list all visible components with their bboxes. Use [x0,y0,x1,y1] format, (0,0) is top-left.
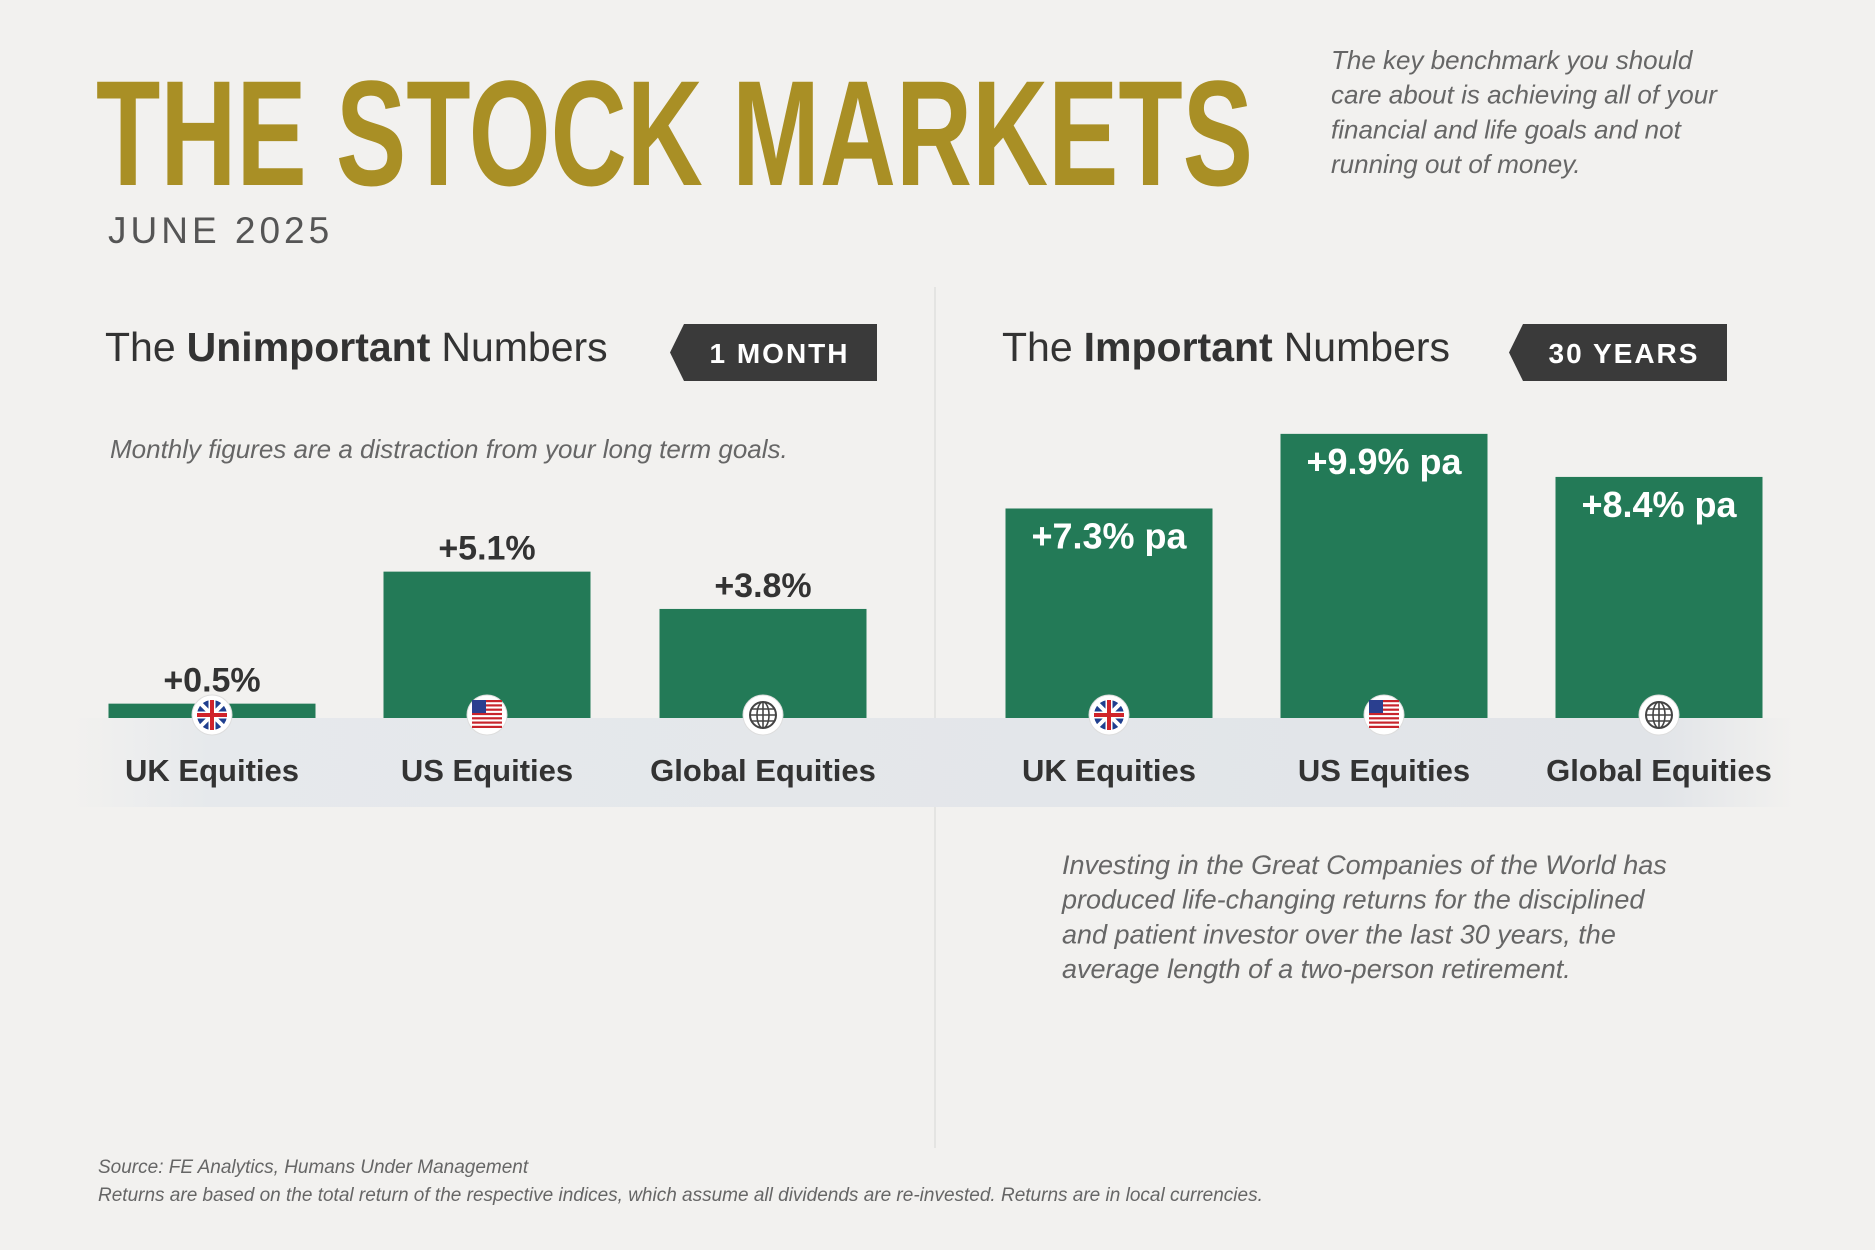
value-label: +0.5% [163,662,260,700]
uk-cross-red [1094,700,1124,730]
us-stripe [472,717,502,720]
flag-icon [1638,694,1680,736]
category-label: US Equities [1298,753,1470,788]
us-stripe [1369,704,1399,707]
intro-line: care about is achieving all of your [1331,80,1718,110]
value-label: +3.8% [714,567,811,605]
us-canton [472,700,486,713]
globe-lines [750,702,776,728]
chart-note: average length of a two-person retiremen… [1062,954,1571,984]
label-band [72,718,1794,807]
category-label: Global Equities [650,753,876,788]
chart-note: produced life-changing returns for the d… [1061,885,1645,915]
us-stripe [1369,700,1399,703]
heading-part: Numbers [1284,324,1450,370]
chart-note: and patient investor over the last 30 ye… [1062,919,1616,949]
flag-icon [1363,694,1405,736]
us-stripe [472,712,502,716]
value-label: +9.9% pa [1306,441,1462,482]
us-stripe [1369,725,1399,728]
us-stripe [472,725,502,728]
bar [1555,476,1763,718]
chart-subtitle: Monthly figures are a distraction from y… [110,434,788,464]
category-label: UK Equities [1022,753,1196,788]
disclaimer: Returns are based on the total return of… [98,1185,1263,1206]
us-stripe [472,708,502,711]
us-stripe [1369,712,1399,716]
badge-label: 1 MONTH [710,338,850,369]
value-label: +7.3% pa [1031,515,1187,556]
flag-icon [1088,694,1130,736]
bar [1280,433,1488,718]
badge-label: 30 YEARS [1549,338,1700,369]
badge [670,324,877,381]
category-label: UK Equities [125,753,299,788]
chart-heading: The Important Numbers [1002,324,1450,370]
us-stripe [472,721,502,724]
value-label: +8.4% pa [1581,484,1737,525]
chart-heading: The Unimportant Numbers [105,324,608,370]
source: Source: FE Analytics, Humans Under Manag… [98,1157,529,1178]
intro-line: The key benchmark you should [1331,45,1694,75]
category-label: US Equities [401,753,573,788]
heading-part: The [105,324,176,370]
us-stripe [1369,717,1399,720]
flag-icon [742,694,784,736]
us-canton [1369,700,1383,713]
us-stripe [1369,721,1399,724]
intro-line: running out of money. [1331,149,1581,179]
uk-cross-red [197,700,227,730]
badge [1509,324,1727,381]
us-stripe [472,704,502,707]
intro-line: financial and life goals and not [1331,114,1683,144]
us-stripe [472,700,502,703]
heading-part: The [1002,324,1073,370]
page-title: THE STOCK MARKETS [96,49,1253,217]
category-label: Global Equities [1546,753,1772,788]
globe-lines [1646,702,1672,728]
chart-note: Investing in the Great Companies of the … [1062,850,1667,880]
us-stripe [1369,708,1399,711]
value-label: +5.1% [438,530,535,568]
bar [383,571,591,718]
heading-part: Unimportant [187,324,431,370]
date: JUNE 2025 [108,210,333,251]
heading-part: Numbers [441,324,607,370]
heading-part: Important [1084,324,1273,370]
bar [1005,508,1213,718]
flag-icon [466,694,508,736]
flag-icon [191,694,233,736]
